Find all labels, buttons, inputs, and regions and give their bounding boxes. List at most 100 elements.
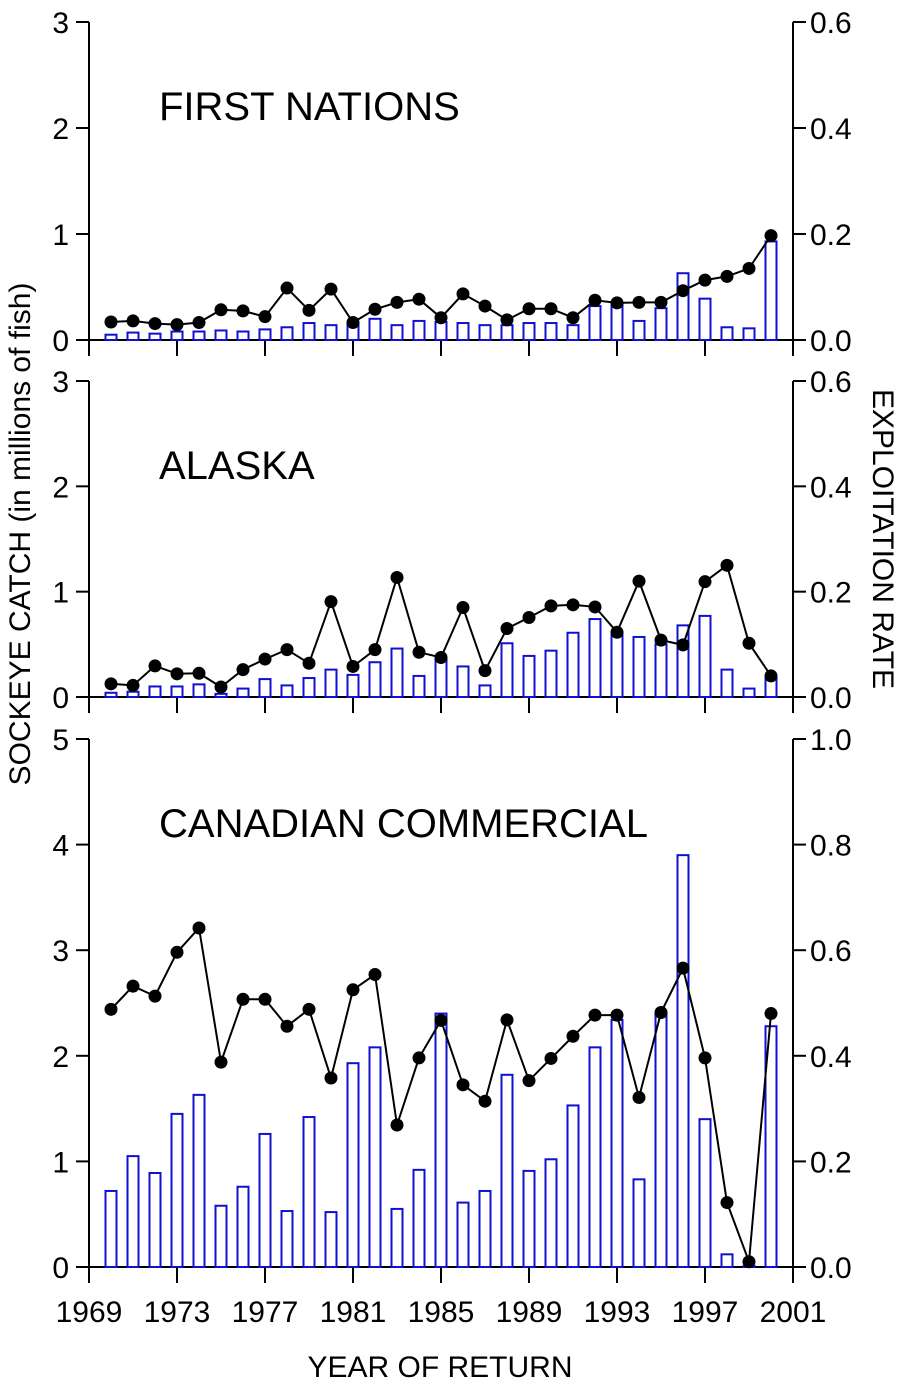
panel-3: 0 1 2 3 4 5 0.0 0.2 0.4 0.6 0.8 1.0 CANADIAN COMMERC… xyxy=(52,724,851,1285)
exploitation-rate-point xyxy=(742,1255,756,1269)
exploitation-rate-point xyxy=(258,652,272,666)
catch-bar xyxy=(148,1172,162,1268)
exploitation-rate-point xyxy=(544,599,558,613)
left-tick-label: 3 xyxy=(52,366,69,399)
catch-bar xyxy=(742,687,756,698)
exploitation-rate-point xyxy=(104,315,118,329)
catch-bar xyxy=(192,683,206,698)
exploitation-rate-point xyxy=(148,659,162,673)
catch-bar xyxy=(412,674,426,699)
catch-bar xyxy=(478,684,492,698)
catch-bar xyxy=(412,319,426,342)
exploitation-rate-point xyxy=(258,310,272,324)
catch-bar xyxy=(456,322,470,342)
exploitation-rate-point xyxy=(720,269,734,283)
right-tick-label: 0.4 xyxy=(810,113,852,146)
catch-bar xyxy=(610,631,624,698)
exploitation-rate-point xyxy=(676,284,690,298)
exploitation-rate-point xyxy=(170,945,184,959)
exploitation-rate-point xyxy=(324,595,338,609)
exploitation-rate-point xyxy=(390,570,404,584)
exploitation-rate-point xyxy=(192,921,206,935)
catch-bar xyxy=(632,1178,646,1269)
catch-bar xyxy=(500,1073,514,1268)
left-tick-label: 3 xyxy=(52,935,69,968)
catch-bar xyxy=(742,327,756,341)
exploitation-rate-point xyxy=(698,575,712,589)
x-tick-label: 1989 xyxy=(496,1296,563,1329)
catch-bar xyxy=(544,1158,558,1268)
catch-bar xyxy=(346,673,360,699)
exploitation-rate-point xyxy=(610,296,624,310)
catch-bar xyxy=(698,297,712,342)
catch-bar xyxy=(214,1204,228,1268)
exploitation-rate-point xyxy=(214,303,228,317)
catch-bar xyxy=(654,1012,668,1268)
exploitation-rate-point xyxy=(720,1196,734,1210)
exploitation-rate-point xyxy=(610,625,624,639)
catch-bar xyxy=(632,319,646,342)
catch-bar xyxy=(368,1046,382,1269)
exploitation-rate-point xyxy=(214,680,228,694)
x-tick-label: 1993 xyxy=(584,1296,651,1329)
panel-1: 0 1 2 3 0.0 0.2 0.4 0.6 FIRST NATIONS xyxy=(52,7,851,358)
exploitation-rate-point xyxy=(456,287,470,301)
exploitation-rate-point xyxy=(412,645,426,659)
exploitation-rate-point xyxy=(368,302,382,316)
catch-bar xyxy=(390,647,404,699)
catch-bar xyxy=(214,692,228,699)
exploitation-rate-point xyxy=(544,302,558,316)
left-tick-label: 0 xyxy=(52,325,69,358)
exploitation-rate-point xyxy=(302,656,316,670)
catch-bar xyxy=(324,668,338,699)
catch-bar xyxy=(258,1132,272,1268)
catch-bar xyxy=(654,643,668,698)
catch-bar xyxy=(456,665,470,698)
catch-bar xyxy=(720,668,734,699)
left-tick-label: 0 xyxy=(52,682,69,715)
catch-bar xyxy=(654,307,668,342)
x-tick-label: 1981 xyxy=(320,1296,387,1329)
right-tick-label: 0.2 xyxy=(810,1146,852,1179)
catch-bar xyxy=(390,324,404,342)
catch-bar xyxy=(280,326,294,341)
exploitation-rate-point xyxy=(236,992,250,1006)
panel-title: FIRST NATIONS xyxy=(159,85,460,129)
exploitation-rate-point xyxy=(764,1007,778,1021)
catch-bar xyxy=(632,635,646,699)
catch-bar xyxy=(302,322,316,342)
catch-bar xyxy=(698,1118,712,1269)
catch-bar xyxy=(258,328,272,341)
exploitation-rate-point xyxy=(566,311,580,325)
catch-bar xyxy=(522,654,536,698)
catch-bar xyxy=(720,1253,734,1269)
catch-bar xyxy=(368,317,382,341)
catch-bar xyxy=(588,1046,602,1269)
catch-bar xyxy=(192,330,206,341)
catch-bar xyxy=(170,330,184,341)
exploitation-rate-point xyxy=(324,1071,338,1085)
right-tick-label: 0.4 xyxy=(810,1041,852,1074)
exploitation-rate-point xyxy=(126,678,140,692)
catch-bar xyxy=(280,684,294,698)
exploitation-rate-point xyxy=(742,636,756,650)
exploitation-rate-point xyxy=(698,1051,712,1065)
left-tick-label: 5 xyxy=(52,724,69,757)
left-tick-label: 3 xyxy=(52,7,69,40)
exploitation-rate-point xyxy=(104,1002,118,1016)
exploitation-rate-point xyxy=(412,292,426,306)
y-axis-title-right: EXPLOITATION RATE xyxy=(866,389,899,689)
left-tick-label: 0 xyxy=(52,1252,69,1285)
right-tick-label: 0.4 xyxy=(810,471,852,504)
exploitation-rate-point xyxy=(588,600,602,614)
catch-bar xyxy=(434,320,448,342)
exploitation-rate-point xyxy=(104,677,118,691)
right-tick-label: 0.0 xyxy=(810,682,852,715)
catch-bar xyxy=(126,690,140,699)
catch-bar xyxy=(522,322,536,342)
exploitation-rate-point xyxy=(236,304,250,318)
catch-bar xyxy=(390,1207,404,1269)
y-axis-title-left: SOCKEYE CATCH (in millions of fish) xyxy=(4,283,37,786)
catch-bar xyxy=(170,685,184,699)
